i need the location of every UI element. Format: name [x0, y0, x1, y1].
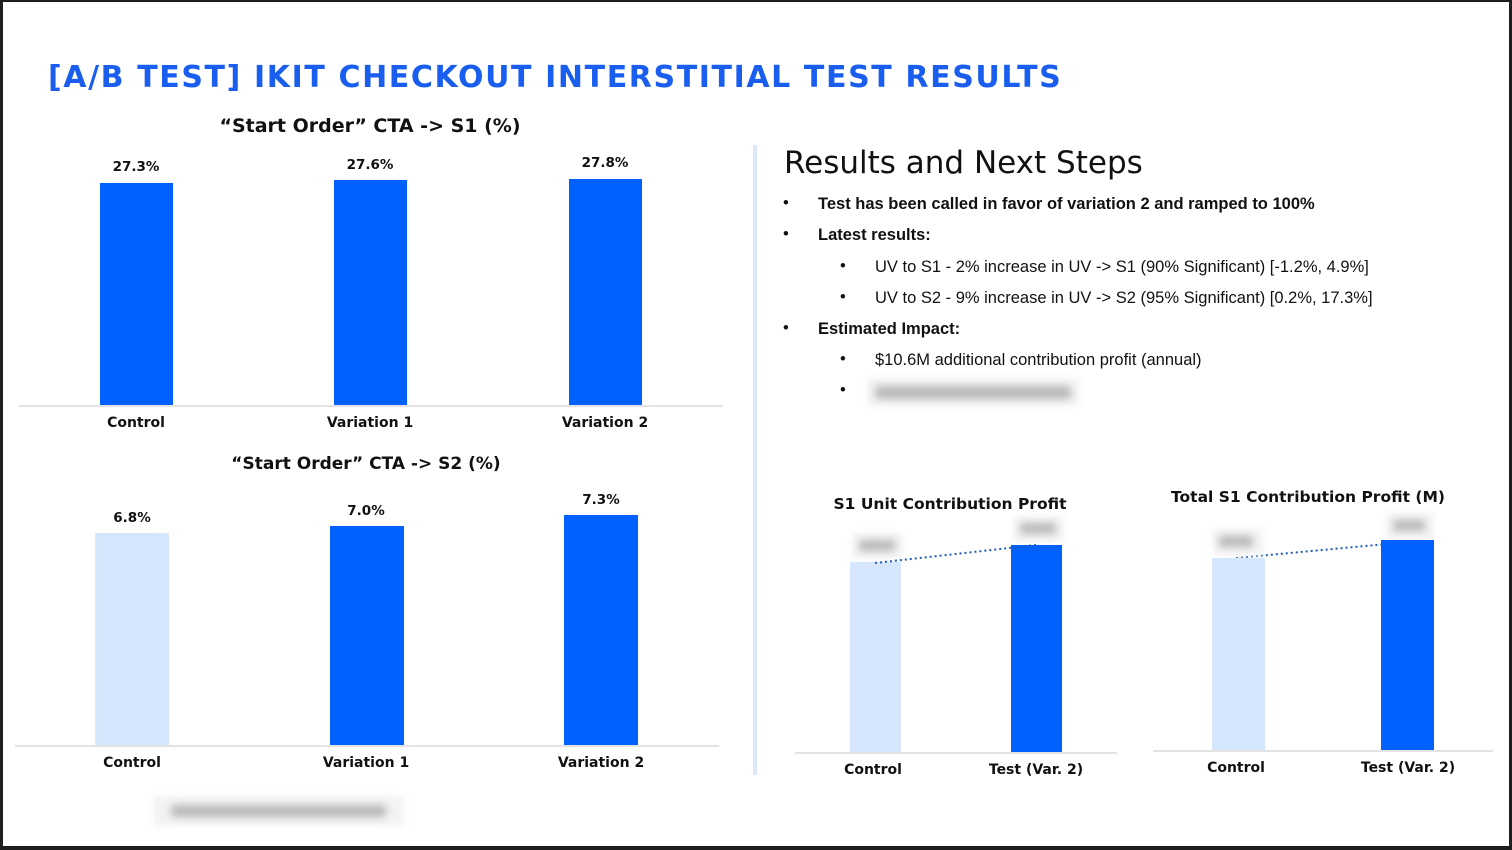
category-label: Control [107, 415, 165, 431]
bullet-icon: • [783, 225, 789, 243]
bullet-icon: • [840, 350, 846, 368]
bar-control [850, 562, 901, 752]
trend-line [874, 541, 1409, 564]
x-axis-line [15, 745, 719, 747]
vertical-divider [753, 145, 757, 775]
category-label: Variation 1 [322, 755, 410, 771]
category-label: Control [844, 762, 902, 778]
bar-variation-1 [330, 526, 404, 745]
category-label: Test (Var. 2) [988, 762, 1084, 778]
chart-title: “Start Order” CTA -> S2 (%) [231, 454, 501, 474]
chart-title: “Start Order” CTA -> S1 (%) [219, 115, 521, 137]
x-axis-line [1153, 750, 1493, 752]
results-heading: Results and Next Steps [784, 145, 1143, 181]
bullet-icon: • [840, 257, 846, 275]
redacted-footnote-text [171, 805, 386, 817]
category-label: Control [1207, 760, 1265, 776]
x-axis-line [19, 405, 723, 407]
redacted-value-text [1219, 536, 1253, 547]
bar-test-var2 [1381, 540, 1434, 750]
bar-variation-1 [334, 180, 407, 405]
bar-variation-2 [569, 179, 642, 405]
chart-title: Total S1 Contribution Profit (M) [1171, 488, 1445, 506]
redacted-value-text [859, 540, 895, 551]
chart-title: S1 Unit Contribution Profit [833, 495, 1067, 513]
category-label: Variation 2 [557, 755, 645, 771]
category-label: Control [103, 755, 161, 771]
category-label: Variation 2 [561, 415, 649, 431]
bullet-icon: • [783, 319, 789, 337]
redacted-value-text [1020, 523, 1056, 534]
bullet-icon: • [840, 381, 846, 399]
category-label: Test (Var. 2) [1360, 760, 1456, 776]
redacted-bullet-text [875, 386, 1071, 399]
category-label: Variation 1 [326, 415, 414, 431]
x-axis-line [795, 752, 1117, 754]
bar-value-label: 6.8% [113, 510, 151, 526]
bar-test-var2 [1011, 545, 1062, 752]
bullet-icon: • [840, 288, 846, 306]
bar-value-label: 27.6% [346, 157, 394, 173]
bar-value-label: 27.3% [112, 159, 160, 175]
bar-control [100, 183, 173, 405]
bar-control [95, 533, 169, 745]
redacted-value-text [1393, 520, 1425, 531]
slide: [A/B TEST] IKIT CHECKOUT INTERSTITIAL TE… [3, 2, 1509, 846]
bar-value-label: 7.3% [582, 492, 620, 508]
bar-value-label: 7.0% [347, 503, 385, 519]
bar-variation-2 [564, 515, 638, 745]
slide-title: [A/B TEST] IKIT CHECKOUT INTERSTITIAL TE… [48, 60, 1063, 95]
bullet-icon: • [783, 194, 789, 212]
bar-value-label: 27.8% [581, 155, 629, 171]
bar-control [1212, 558, 1265, 750]
